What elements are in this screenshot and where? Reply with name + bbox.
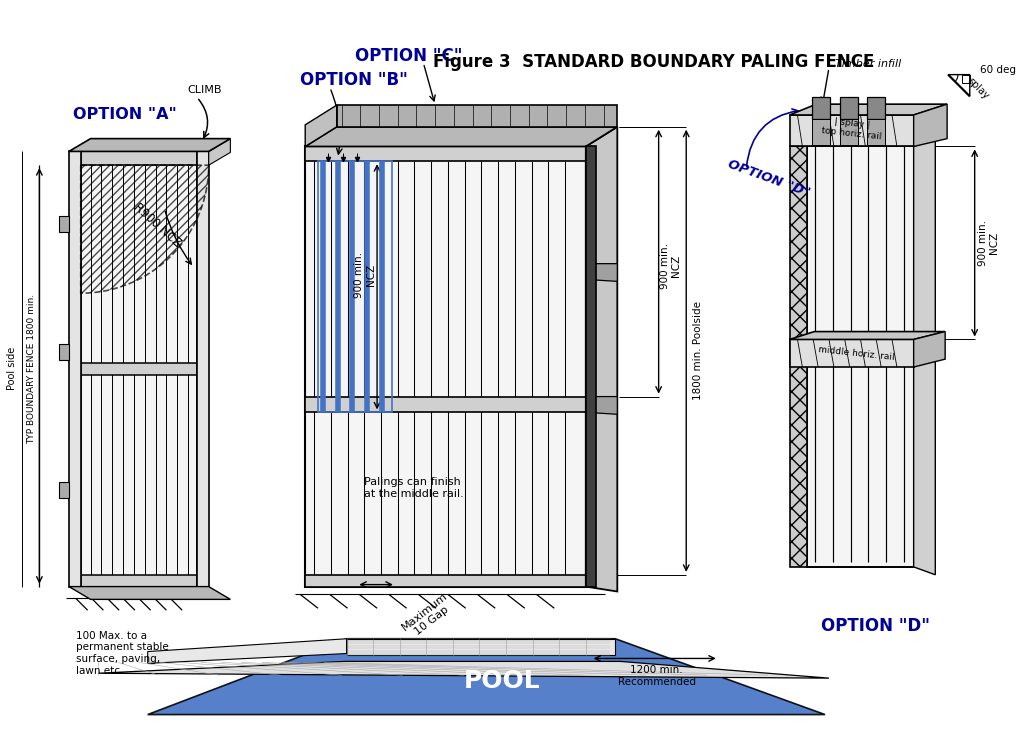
Text: OPTION "B": OPTION "B" (300, 71, 408, 89)
Text: OPTION "D": OPTION "D" (821, 617, 929, 635)
Text: middle horiz. rail: middle horiz. rail (818, 345, 895, 362)
Text: Figure 3  STANDARD BOUNDARY PALING FENCE: Figure 3 STANDARD BOUNDARY PALING FENCE (434, 52, 874, 71)
Text: OPTION "A": OPTION "A" (73, 106, 176, 122)
Text: POOL: POOL (464, 669, 541, 693)
Text: TYP BOUNDARY FENCE 1800 min.: TYP BOUNDARY FENCE 1800 min. (27, 294, 36, 444)
Bar (840, 119, 857, 145)
Bar (867, 119, 885, 145)
Bar (812, 119, 830, 145)
Bar (962, 75, 970, 83)
Bar (807, 147, 913, 567)
Text: Maximum
10 Gap: Maximum 10 Gap (400, 590, 457, 641)
Polygon shape (305, 127, 617, 147)
Text: 1200 min.
Recommended: 1200 min. Recommended (618, 666, 695, 687)
Text: R900 NCZ: R900 NCZ (131, 201, 184, 250)
Text: 900 min.
NCZ: 900 min. NCZ (354, 252, 376, 298)
Bar (196, 151, 209, 587)
Text: OPTION "C": OPTION "C" (355, 47, 462, 65)
Polygon shape (585, 396, 617, 414)
Bar (790, 339, 913, 367)
Polygon shape (69, 587, 230, 599)
Bar (59, 482, 69, 498)
Polygon shape (585, 263, 617, 281)
Text: Palings can finish
at the middle rail.: Palings can finish at the middle rail. (364, 477, 464, 499)
Bar (59, 345, 69, 360)
Polygon shape (69, 139, 230, 151)
Bar (305, 575, 585, 587)
Polygon shape (790, 331, 945, 339)
Bar (80, 151, 196, 165)
Polygon shape (585, 127, 617, 591)
Text: Pool side: Pool side (7, 346, 17, 390)
Polygon shape (346, 639, 615, 655)
Polygon shape (148, 639, 346, 663)
Text: 1800 min. Poolside: 1800 min. Poolside (693, 301, 703, 400)
Text: | splay |
top horiz. rail: | splay | top horiz. rail (821, 116, 883, 142)
Text: CLIMB: CLIMB (187, 86, 222, 95)
Bar (840, 97, 857, 119)
Bar (80, 575, 196, 587)
Bar (305, 147, 585, 162)
Polygon shape (305, 147, 585, 587)
Text: 60 deg: 60 deg (979, 65, 1016, 75)
Bar (69, 151, 80, 587)
Bar (585, 147, 596, 587)
Text: 100 Max. to a
permanent stable
surface, paving,
lawn etc.: 100 Max. to a permanent stable surface, … (75, 631, 169, 676)
Bar (80, 363, 196, 375)
Bar (790, 147, 807, 567)
Text: OPTION "D": OPTION "D" (726, 157, 812, 199)
Polygon shape (80, 151, 196, 587)
Polygon shape (913, 139, 936, 575)
Polygon shape (790, 104, 947, 115)
Bar (867, 97, 885, 119)
Text: 900 min.
NCZ: 900 min. NCZ (660, 243, 681, 289)
Bar (59, 216, 69, 232)
Bar (790, 115, 913, 147)
Text: Timber infill: Timber infill (835, 59, 901, 69)
Polygon shape (148, 639, 825, 714)
Polygon shape (913, 104, 947, 147)
Bar (305, 396, 585, 413)
Text: splay: splay (965, 76, 991, 101)
Polygon shape (99, 661, 829, 678)
Polygon shape (913, 331, 945, 367)
Polygon shape (337, 105, 617, 127)
Polygon shape (305, 105, 337, 147)
Text: 900 min.
NCZ: 900 min. NCZ (977, 220, 1000, 266)
Bar (812, 97, 830, 119)
Polygon shape (209, 139, 230, 165)
